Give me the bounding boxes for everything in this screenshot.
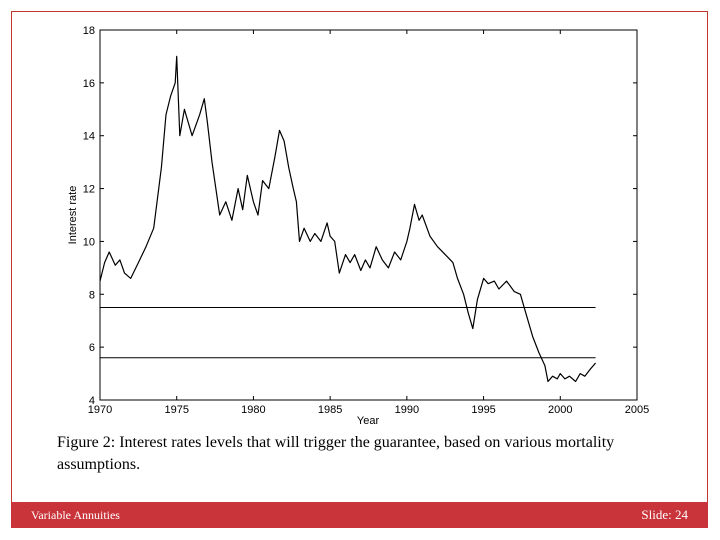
interest-rate-line bbox=[99, 55, 597, 383]
x-tick-label: 1990 bbox=[395, 404, 419, 416]
y-tick-label: 6 bbox=[89, 342, 95, 354]
figure-caption: Figure 2: Interest rates levels that wil… bbox=[57, 434, 615, 473]
y-tick-label: 10 bbox=[83, 236, 95, 248]
slide-frame bbox=[11, 11, 708, 528]
plot-area bbox=[99, 29, 638, 401]
y-tick-label: 18 bbox=[83, 25, 95, 37]
y-tick-label: 16 bbox=[83, 78, 95, 90]
y-axis-label: Interest rate bbox=[67, 186, 79, 245]
footer-bar: Variable Annuities Slide: 24 bbox=[11, 502, 708, 528]
y-tick-label: 4 bbox=[89, 395, 95, 407]
y-tick-label: 12 bbox=[83, 184, 95, 196]
y-tick-label: 8 bbox=[89, 289, 95, 301]
x-tick-label: 1970 bbox=[88, 404, 112, 416]
x-tick-label: 1975 bbox=[164, 404, 188, 416]
x-axis-label: Year bbox=[357, 415, 380, 427]
trigger-lines bbox=[100, 307, 596, 359]
interest-rate-chart: 1970 1975 1980 1985 1990 1995 2000 2005 4 6 8 10 12 1… bbox=[67, 25, 649, 427]
x-tick-label: 1985 bbox=[318, 404, 342, 416]
footer-title: Variable Annuities bbox=[31, 508, 120, 522]
slide-number: Slide: 24 bbox=[641, 507, 688, 522]
y-tick-label: 14 bbox=[83, 131, 95, 143]
x-tick-label: 1995 bbox=[471, 404, 495, 416]
x-tick-label: 2005 bbox=[625, 404, 649, 416]
x-tick-label: 1980 bbox=[241, 404, 265, 416]
series-group bbox=[99, 55, 597, 383]
axis-ticks: 1970 1975 1980 1985 1990 1995 2000 2005 4 6 8 10 12 1… bbox=[83, 25, 649, 416]
x-tick-label: 2000 bbox=[548, 404, 572, 416]
